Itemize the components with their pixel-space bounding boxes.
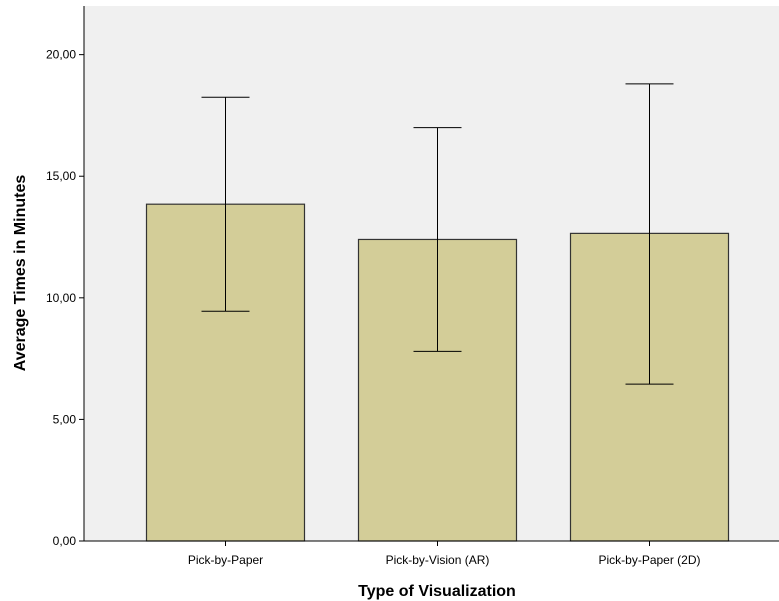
error-bar-3 bbox=[625, 83, 674, 385]
x-axis: Pick-by-Paper Pick-by-Vision (AR) Pick-by-… bbox=[84, 540, 779, 567]
x-tick-label: Pick-by-Vision (AR) bbox=[386, 553, 490, 567]
x-tick-label: Pick-by-Paper (2D) bbox=[598, 553, 700, 567]
y-axis: 0,00 5,00 10,00 15,00 20,00 bbox=[46, 6, 85, 548]
y-axis-title: Average Times in Minutes bbox=[12, 175, 29, 372]
y-tick-label: 15,00 bbox=[46, 169, 76, 183]
y-tick-label: 10,00 bbox=[46, 291, 76, 305]
x-tick-label: Pick-by-Paper bbox=[188, 553, 263, 567]
y-tick-label: 5,00 bbox=[53, 412, 77, 426]
error-bar-2 bbox=[413, 127, 462, 352]
x-axis-title: Type of Visualization bbox=[358, 583, 516, 600]
y-tick-label: 20,00 bbox=[46, 48, 76, 62]
y-tick-label: 0,00 bbox=[53, 534, 77, 548]
error-bar-1 bbox=[201, 96, 250, 312]
error-bars-group bbox=[201, 83, 674, 385]
